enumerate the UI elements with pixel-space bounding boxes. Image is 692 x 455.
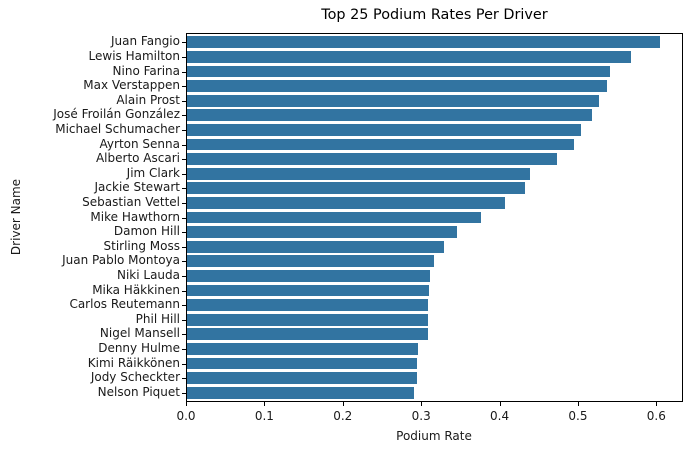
- y-tick: [182, 392, 186, 394]
- y-tick: [182, 275, 186, 277]
- y-tick-label: Kimi Räikkönen: [87, 355, 180, 370]
- bar: [187, 182, 525, 195]
- bar: [187, 211, 481, 224]
- y-tick: [182, 144, 186, 146]
- y-tick-label: Jim Clark: [126, 165, 180, 180]
- y-tick-label: Phil Hill: [135, 311, 180, 326]
- y-tick: [182, 378, 186, 380]
- bar: [187, 299, 428, 311]
- x-tick-label: 0.6: [646, 409, 666, 423]
- y-tick-label: Alberto Ascari: [95, 151, 180, 166]
- y-tick: [182, 71, 186, 73]
- y-tick-label: Damon Hill: [113, 224, 180, 239]
- x-tick-label: 0.0: [176, 409, 196, 423]
- bar: [187, 255, 434, 268]
- y-tick-label: Sebastian Vettel: [82, 194, 180, 209]
- x-tick: [264, 402, 266, 406]
- y-tick: [182, 159, 186, 161]
- y-tick-label: Mike Hawthorn: [90, 209, 180, 224]
- bar: [187, 284, 430, 297]
- y-tick-label: Max Verstappen: [83, 78, 180, 93]
- y-tick-label: Stirling Moss: [103, 238, 181, 253]
- y-tick: [182, 348, 186, 350]
- y-tick: [182, 188, 186, 190]
- bar: [187, 124, 582, 136]
- x-tick: [656, 402, 658, 406]
- y-tick: [182, 261, 186, 263]
- x-axis-title: Podium Rate: [396, 429, 472, 443]
- y-tick-label: Lewis Hamilton: [88, 48, 180, 63]
- x-tick: [577, 402, 579, 406]
- x-tick-label: 0.2: [333, 409, 353, 423]
- bar: [187, 343, 419, 355]
- y-tick: [182, 56, 186, 58]
- x-tick-label: 0.5: [568, 409, 588, 423]
- chart-title: Top 25 Podium Rates Per Driver: [321, 7, 548, 23]
- bar: [187, 65, 611, 78]
- y-tick: [182, 202, 186, 204]
- x-tick-label: 0.1: [254, 409, 274, 423]
- bar: [187, 94, 599, 107]
- y-tick: [182, 232, 186, 234]
- y-tick-label: Nelson Piquet: [97, 384, 180, 399]
- y-tick-label: Ayrton Senna: [99, 136, 180, 151]
- y-tick-label: Jody Scheckter: [90, 370, 180, 385]
- y-tick: [182, 100, 186, 102]
- y-tick-label: Mika Häkkinen: [92, 282, 180, 297]
- y-tick: [182, 319, 186, 321]
- y-tick-label: Denny Hulme: [98, 340, 180, 355]
- y-tick: [182, 290, 186, 292]
- y-tick-label: Carlos Reutemann: [69, 297, 180, 312]
- y-tick: [182, 305, 186, 307]
- bar: [187, 240, 445, 253]
- plot-area: [186, 33, 683, 402]
- bar: [187, 357, 417, 370]
- y-tick: [182, 246, 186, 248]
- y-tick: [182, 217, 186, 219]
- y-tick-label: Nigel Mansell: [99, 326, 180, 341]
- bar: [187, 153, 557, 165]
- bar: [187, 270, 430, 282]
- y-tick: [182, 363, 186, 365]
- y-tick-label: Nino Farina: [112, 63, 180, 78]
- x-tick: [499, 402, 501, 406]
- y-tick-label: Jackie Stewart: [94, 180, 180, 195]
- x-tick-label: 0.3: [411, 409, 431, 423]
- x-tick-label: 0.4: [490, 409, 510, 423]
- x-tick: [186, 402, 187, 406]
- x-tick: [342, 402, 344, 406]
- bar: [187, 80, 608, 92]
- y-tick: [182, 173, 186, 175]
- bar: [187, 36, 660, 49]
- bar: [187, 328, 428, 341]
- y-tick-label: Michael Schumacher: [55, 121, 180, 136]
- y-tick: [182, 42, 186, 44]
- y-axis-title: Driver Name: [9, 178, 23, 256]
- y-tick: [182, 334, 186, 336]
- x-tick: [421, 402, 423, 406]
- y-tick-label: Alain Prost: [116, 92, 180, 107]
- y-tick: [182, 129, 186, 131]
- bar: [187, 197, 506, 209]
- bar: [187, 109, 593, 122]
- bar: [187, 313, 428, 326]
- bar: [187, 51, 632, 63]
- bar: [187, 138, 575, 151]
- y-tick-label: Juan Fangio: [111, 34, 180, 49]
- y-tick: [182, 115, 186, 117]
- bar: [187, 167, 531, 180]
- bar: [187, 226, 458, 238]
- y-tick-label: Niki Lauda: [116, 267, 180, 282]
- bar: [187, 372, 417, 384]
- y-tick: [182, 86, 186, 88]
- y-tick-label: José Froilán González: [53, 107, 180, 122]
- bar: [187, 386, 415, 399]
- y-tick-label: Juan Pablo Montoya: [62, 253, 180, 268]
